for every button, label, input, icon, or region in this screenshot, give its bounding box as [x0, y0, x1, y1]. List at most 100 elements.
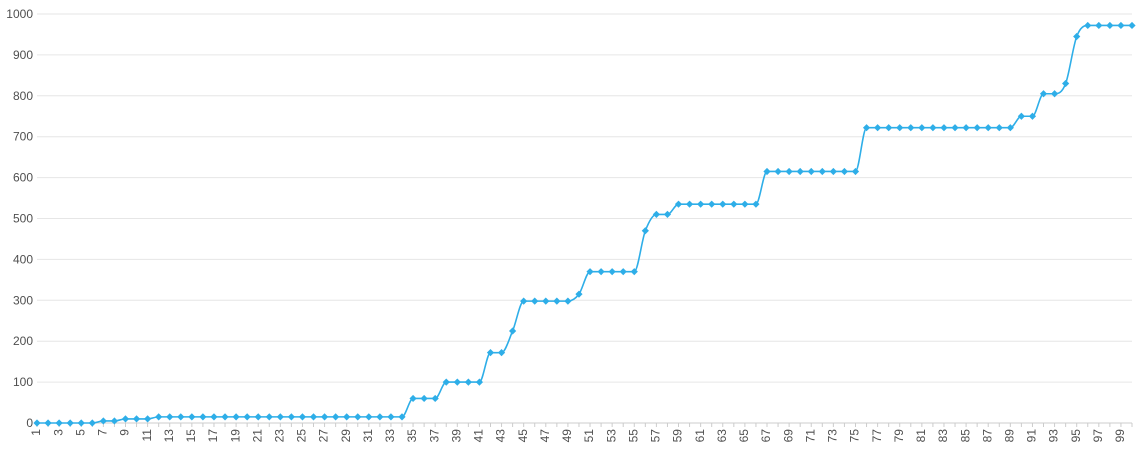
- data-point-marker: [1084, 21, 1092, 30]
- data-point-marker: [431, 394, 439, 403]
- y-tick-label: 300: [13, 293, 33, 307]
- data-point-marker: [840, 167, 849, 176]
- y-tick-label: 500: [13, 212, 33, 226]
- data-point-marker: [265, 413, 273, 421]
- data-point-marker: [1106, 21, 1114, 30]
- y-tick-label: 600: [13, 171, 33, 185]
- x-tick-label: 9: [118, 429, 132, 436]
- data-point-marker: [630, 268, 638, 276]
- x-axis-tick-labels: 1 3 5 7 9 11 13 15 17 19 21 23 25 27 29 31 33 35 37 39 41 43 4…: [29, 429, 1127, 443]
- data-point-marker: [420, 394, 428, 403]
- x-tick-label: 87: [980, 429, 994, 443]
- x-tick-label: 13: [162, 429, 176, 443]
- data-point-marker: [553, 297, 561, 305]
- data-point-marker: [221, 413, 229, 421]
- data-point-marker: [287, 413, 295, 421]
- gridlines: [37, 13, 1132, 383]
- x-axis: [36, 422, 1133, 427]
- x-tick-label: 29: [339, 429, 353, 443]
- x-tick-label: 57: [649, 429, 663, 443]
- x-tick-label: 55: [626, 429, 640, 443]
- data-point-marker: [243, 413, 251, 421]
- data-point-marker: [885, 124, 893, 132]
- data-point-marker: [1062, 79, 1070, 88]
- x-tick-label: 7: [96, 429, 110, 436]
- data-point-marker: [298, 413, 307, 421]
- data-point-marker: [929, 124, 937, 132]
- data-point-marker: [829, 167, 837, 176]
- data-point-marker: [940, 124, 948, 132]
- data-point-marker: [520, 297, 528, 305]
- data-point-marker: [309, 413, 318, 421]
- x-tick-label: 45: [516, 429, 530, 443]
- x-tick-label: 31: [361, 429, 375, 443]
- y-tick-label: 200: [13, 334, 33, 348]
- data-point-marker: [1039, 90, 1048, 98]
- y-tick-label: 100: [13, 375, 33, 389]
- data-point-marker: [1128, 21, 1136, 30]
- x-tick-label: 77: [870, 429, 884, 443]
- data-point-marker: [132, 415, 141, 423]
- data-point-marker: [685, 200, 694, 208]
- data-point-marker: [453, 378, 461, 386]
- x-tick-label: 51: [582, 429, 596, 443]
- y-tick-label: 400: [13, 252, 33, 266]
- y-tick-label: 800: [13, 89, 33, 103]
- x-tick-label: 23: [273, 429, 287, 443]
- x-tick-label: 63: [715, 429, 729, 443]
- data-point-marker: [320, 413, 329, 421]
- data-point-marker: [542, 297, 550, 305]
- data-point-marker: [1117, 21, 1125, 30]
- data-point-marker: [564, 297, 572, 305]
- x-tick-label: 25: [295, 429, 309, 443]
- data-point-marker: [44, 419, 52, 427]
- x-tick-label: 79: [892, 429, 906, 443]
- data-point-marker: [896, 124, 904, 132]
- data-point-marker: [88, 419, 96, 427]
- data-point-marker: [199, 413, 207, 421]
- x-tick-label: 37: [427, 429, 441, 443]
- data-point-marker: [575, 290, 583, 298]
- x-tick-label: 95: [1069, 429, 1083, 443]
- data-point-marker: [1095, 21, 1103, 30]
- data-point-marker: [376, 413, 384, 421]
- y-tick-label: 900: [13, 48, 33, 62]
- data-point-marker: [1017, 112, 1025, 120]
- x-tick-label: 67: [759, 429, 773, 443]
- x-tick-label: 5: [73, 429, 87, 436]
- data-point-marker: [851, 167, 860, 176]
- x-tick-label: 73: [826, 429, 840, 443]
- x-tick-label: 35: [405, 429, 419, 443]
- data-point-marker: [254, 413, 262, 421]
- x-tick-label: 49: [560, 429, 574, 443]
- data-point-marker: [365, 413, 373, 421]
- x-tick-label: 97: [1091, 429, 1105, 443]
- x-tick-label: 89: [1003, 429, 1017, 443]
- x-tick-label: 93: [1047, 429, 1061, 443]
- x-tick-label: 75: [848, 429, 862, 443]
- data-point-marker: [730, 200, 738, 208]
- y-tick-label: 0: [26, 416, 33, 430]
- data-point-marker: [1050, 90, 1059, 98]
- data-point-marker: [619, 268, 627, 276]
- data-point-marker: [497, 349, 506, 357]
- data-point-marker: [354, 413, 362, 421]
- x-tick-label: 43: [494, 429, 508, 443]
- data-point-marker: [907, 124, 915, 132]
- data-point-marker: [597, 268, 605, 276]
- x-tick-label: 99: [1113, 429, 1127, 443]
- y-tick-label: 700: [13, 130, 33, 144]
- data-point-marker: [774, 167, 782, 176]
- x-tick-label: 27: [317, 429, 331, 443]
- data-point-marker: [486, 349, 495, 357]
- data-point-marker: [121, 415, 130, 423]
- x-tick-label: 59: [671, 429, 685, 443]
- data-point-marker: [531, 297, 539, 305]
- x-tick-label: 69: [781, 429, 795, 443]
- data-point-marker: [962, 124, 970, 132]
- data-point-marker: [818, 167, 826, 176]
- x-tick-label: 85: [958, 429, 972, 443]
- data-point-marker: [1006, 124, 1014, 132]
- data-point-marker: [741, 200, 749, 208]
